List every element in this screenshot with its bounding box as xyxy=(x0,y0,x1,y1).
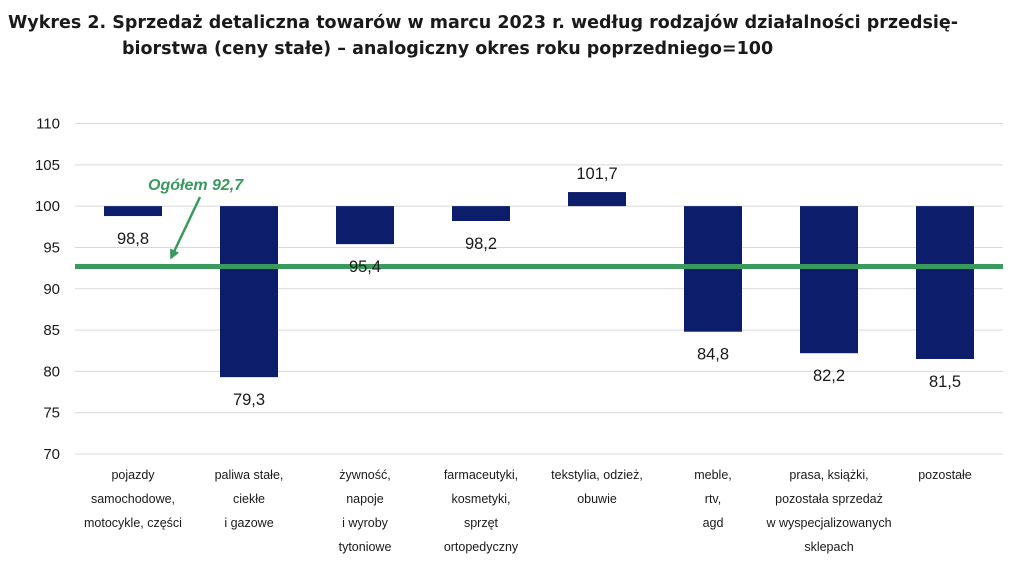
data-label: 98,8 xyxy=(117,230,149,248)
bar xyxy=(220,206,278,378)
data-label: 79,3 xyxy=(233,391,265,409)
category-label: tekstylia, odzież, xyxy=(551,468,643,482)
category-label: ciekłe xyxy=(233,492,265,506)
category-label: i gazowe xyxy=(224,516,273,530)
category-label: sklepach xyxy=(804,540,853,554)
category-label: farmaceutyki, xyxy=(444,468,518,482)
data-label: 98,2 xyxy=(465,235,497,253)
category-label: kosmetyki, xyxy=(451,492,510,506)
y-tick-label: 70 xyxy=(43,446,60,463)
data-label: 82,2 xyxy=(813,367,845,385)
y-tick-label: 75 xyxy=(43,405,60,422)
category-label: ortopedyczny xyxy=(444,540,519,554)
bar xyxy=(104,206,162,217)
bar xyxy=(336,206,394,245)
bar xyxy=(568,192,626,207)
data-label: 81,5 xyxy=(929,373,961,391)
data-label: 95,4 xyxy=(349,258,381,276)
category-label: meble, xyxy=(694,468,732,482)
y-tick-label: 100 xyxy=(35,198,60,215)
category-label: agd xyxy=(703,516,724,530)
category-label: tytoniowe xyxy=(339,540,392,554)
y-tick-label: 110 xyxy=(36,116,60,133)
y-tick-label: 85 xyxy=(43,322,60,339)
category-label: samochodowe, xyxy=(91,492,175,506)
bar xyxy=(800,206,858,354)
chart-title: Wykres 2. Sprzedaż detaliczna towarów w … xyxy=(8,10,1013,62)
chart-title-line-2: biorstwa (ceny stałe) – analogiczny okre… xyxy=(122,39,774,59)
bar xyxy=(452,206,510,221)
category-label: obuwie xyxy=(577,492,617,506)
reference-arrow xyxy=(170,196,202,260)
reference-label: Ogółem 92,7 xyxy=(148,177,244,194)
y-tick-label: 105 xyxy=(35,157,60,174)
category-label: rtv, xyxy=(705,492,721,506)
category-label: pozostała sprzedaż xyxy=(775,492,883,506)
category-label: żywność, xyxy=(339,468,390,482)
category-label: i wyroby xyxy=(342,516,389,530)
category-label: sprzęt xyxy=(464,516,499,530)
category-label: prasa, książki, xyxy=(789,468,868,482)
category-label: pozostałe xyxy=(918,468,972,482)
bar xyxy=(916,206,974,359)
category-label: w wyspecjalizowanych xyxy=(765,516,891,530)
category-label: motocykle, części xyxy=(84,516,182,530)
category-label: napoje xyxy=(346,492,384,506)
data-label: 84,8 xyxy=(697,346,729,364)
chart-title-line-1: Wykres 2. Sprzedaż detaliczna towarów w … xyxy=(8,13,959,33)
y-tick-label: 90 xyxy=(43,281,60,298)
category-label: paliwa stałe, xyxy=(215,468,284,482)
y-tick-label: 80 xyxy=(43,363,60,380)
y-tick-label: 95 xyxy=(43,239,60,256)
data-label: 101,7 xyxy=(576,165,617,183)
category-label: pojazdy xyxy=(111,468,155,482)
